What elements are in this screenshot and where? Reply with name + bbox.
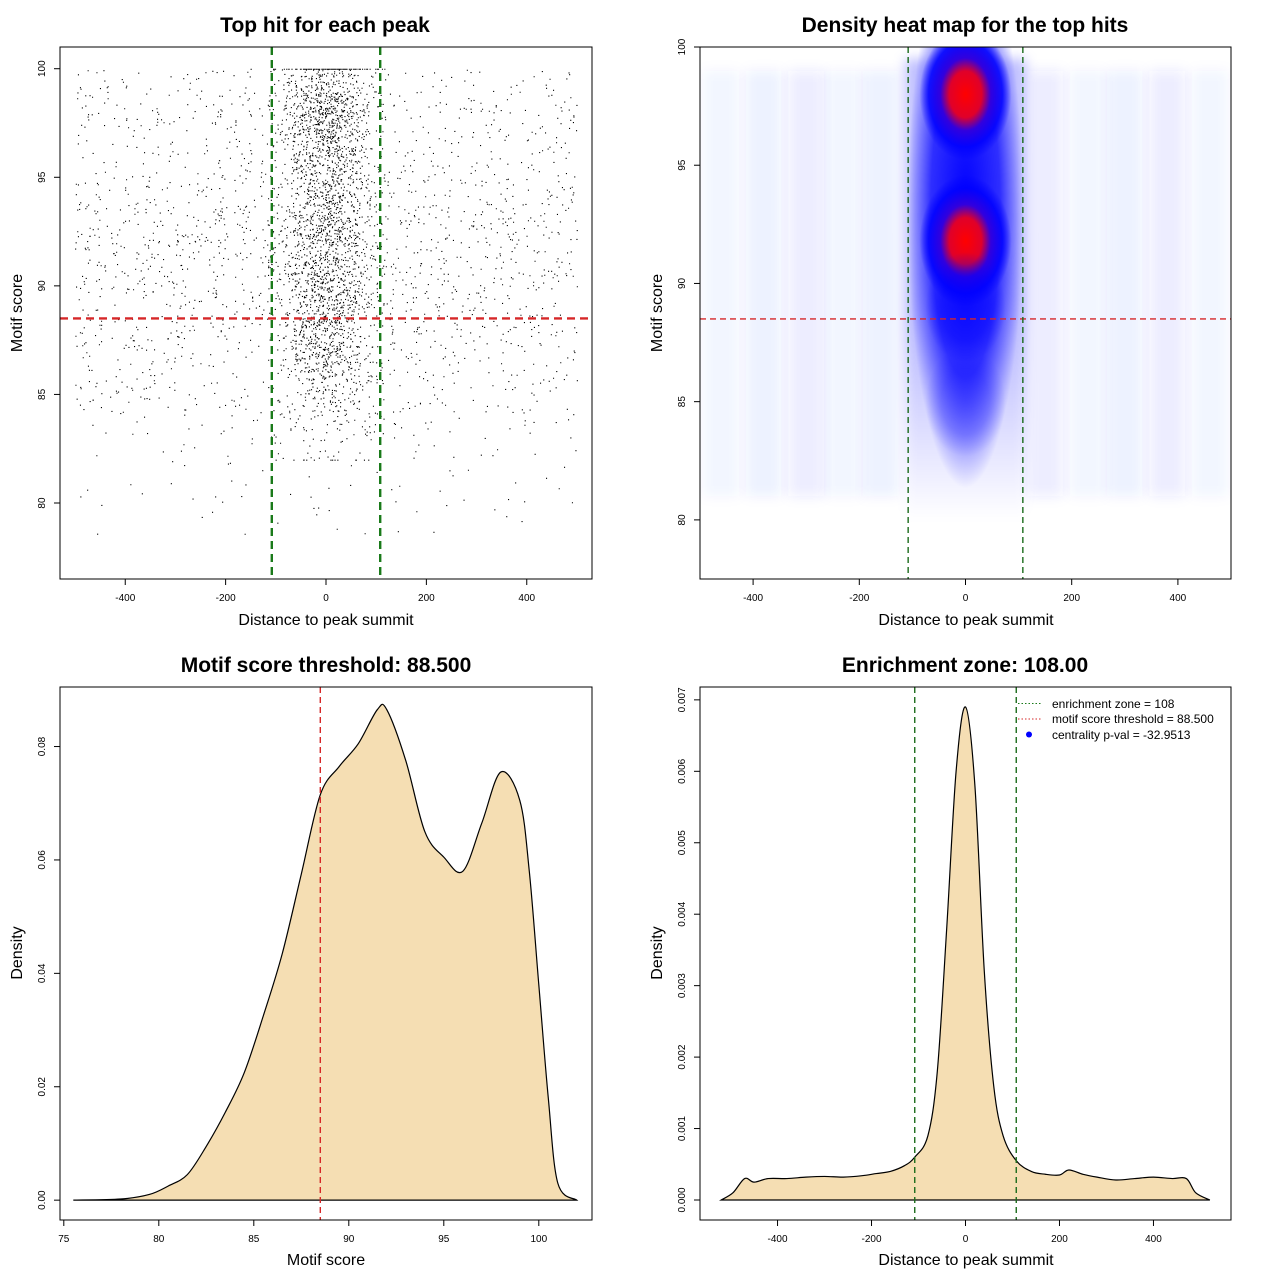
position-density-panel: Enrichment zone: 108.00 -400 -200 0 200 400 … — [649, 654, 1232, 1269]
scatter-points — [75, 68, 578, 535]
x-tick-label: 0 — [963, 1234, 969, 1245]
heatmap-reference-lines — [700, 47, 1231, 579]
y-tick-label: 0.04 — [37, 963, 48, 983]
position-density-x-axis: -400 -200 0 200 400 — [768, 1219, 1162, 1245]
scatter-x-axis: -400 -200 0 200 400 — [115, 578, 536, 604]
scatter-point-cloud — [75, 68, 578, 535]
x-tick-label: 90 — [343, 1234, 355, 1245]
heatmap-hotspot — [919, 47, 1012, 161]
y-tick-label: 95 — [37, 171, 48, 183]
legend-label-enrichment-zone: enrichment zone = 108 — [1052, 697, 1175, 711]
scatter-ylabel: Motif score — [9, 274, 26, 352]
heatmap-haze-streak — [745, 70, 782, 497]
y-tick-label: 100 — [37, 60, 48, 77]
position-density-xlabel: Distance to peak summit — [878, 1252, 1054, 1269]
heatmap-x-axis: -400 -200 0 200 400 — [743, 578, 1187, 604]
x-tick-label: 400 — [1170, 593, 1187, 604]
y-tick-label: 0.00 — [37, 1190, 48, 1210]
y-tick-label: 0.004 — [677, 901, 688, 926]
x-tick-label: -400 — [768, 1234, 788, 1245]
y-tick-label: 80 — [37, 497, 48, 509]
scatter-reference-lines — [60, 47, 592, 579]
y-tick-label: 80 — [677, 514, 688, 526]
heatmap-haze-streak — [1027, 70, 1064, 497]
y-tick-label: 85 — [37, 388, 48, 400]
position-density-reference-lines — [914, 687, 1017, 1220]
y-tick-label: 85 — [677, 396, 688, 408]
y-tick-label: 100 — [677, 38, 688, 55]
x-tick-label: -400 — [743, 593, 763, 604]
y-tick-label: 0.005 — [677, 830, 688, 855]
heatmap-haze-streak — [1069, 70, 1106, 497]
y-tick-label: 0.007 — [677, 687, 688, 712]
x-tick-label: -200 — [862, 1234, 882, 1245]
y-tick-label: 0.000 — [677, 1187, 688, 1212]
heatmap-title: Density heat map for the top hits — [802, 14, 1129, 37]
y-tick-label: 90 — [37, 280, 48, 292]
heatmap-haze-streak — [1149, 70, 1186, 497]
heatmap-hotspot — [925, 346, 1006, 457]
heatmap-hotspot — [925, 252, 1006, 363]
heatmap-haze-streak — [862, 70, 899, 497]
x-tick-label: 100 — [530, 1234, 547, 1245]
score-density-xlabel: Motif score — [287, 1252, 365, 1269]
x-tick-label: 200 — [1051, 1234, 1068, 1245]
heatmap-y-axis: 80 85 90 95 100 — [677, 38, 701, 526]
score-density-panel: Motif score threshold: 88.500 75 80 85 90 95… — [9, 654, 593, 1269]
scatter-y-axis: 80 85 90 95 100 — [37, 60, 61, 509]
y-tick-label: 0.002 — [677, 1044, 688, 1069]
scatter-xlabel: Distance to peak summit — [238, 612, 414, 629]
score-density-title: Motif score threshold: 88.500 — [181, 654, 472, 677]
y-tick-label: 0.08 — [37, 736, 48, 756]
legend-label-centrality: centrality p-val = -32.9513 — [1052, 728, 1191, 742]
x-tick-label: -200 — [216, 593, 236, 604]
heatmap-ylabel: Motif score — [649, 274, 666, 352]
heatmap-panel: Density heat map for the top hits -400 -2… — [649, 14, 1232, 629]
position-density-title: Enrichment zone: 108.00 — [842, 654, 1088, 677]
score-density-x-axis: 75 80 85 90 95 100 — [58, 1219, 548, 1245]
x-tick-label: 80 — [153, 1234, 165, 1245]
heatmap-density-blobs — [905, 47, 1026, 520]
x-tick-label: 400 — [1145, 1234, 1162, 1245]
legend-label-motif-threshold: motif score threshold = 88.500 — [1052, 712, 1214, 726]
x-tick-label: 75 — [58, 1234, 70, 1245]
heatmap-background-haze — [703, 70, 1228, 497]
y-tick-label: 0.06 — [37, 850, 48, 870]
y-tick-label: 0.003 — [677, 973, 688, 998]
x-tick-label: 200 — [1063, 593, 1080, 604]
position-density-ylabel: Density — [649, 926, 666, 979]
score-density-area — [73, 703, 579, 1201]
y-tick-label: 0.001 — [677, 1116, 688, 1141]
legend: enrichment zone = 108 motif score thresh… — [1018, 697, 1214, 742]
heatmap-xlabel: Distance to peak summit — [878, 612, 1054, 629]
x-tick-label: 200 — [418, 593, 435, 604]
heatmap-haze-streak — [1106, 70, 1143, 497]
y-tick-label: 0.006 — [677, 758, 688, 783]
position-density-y-axis: 0.000 0.001 0.002 0.003 0.004 0.005 0.006 0.007 — [677, 687, 701, 1213]
x-tick-label: 95 — [438, 1234, 450, 1245]
heatmap-haze-streak — [1191, 70, 1228, 497]
heatmap-haze-streak — [825, 70, 862, 497]
x-tick-label: 85 — [248, 1234, 260, 1245]
scatter-title: Top hit for each peak — [220, 14, 430, 37]
x-tick-label: 0 — [323, 593, 329, 604]
x-tick-label: -200 — [849, 593, 869, 604]
x-tick-label: 400 — [518, 593, 535, 604]
y-tick-label: 95 — [677, 159, 688, 171]
position-density-area — [719, 706, 1211, 1201]
heatmap-haze-streak — [788, 70, 825, 497]
heatmap-haze-streak — [703, 70, 740, 497]
y-tick-label: 90 — [677, 277, 688, 289]
legend-swatch-centrality — [1026, 731, 1032, 738]
y-tick-label: 0.02 — [37, 1077, 48, 1097]
scatter-plot-frame — [59, 46, 593, 580]
score-density-y-axis: 0.00 0.02 0.04 0.06 0.08 — [37, 736, 61, 1210]
x-tick-label: -400 — [115, 593, 135, 604]
score-density-ylabel: Density — [9, 926, 26, 979]
x-tick-label: 0 — [963, 593, 969, 604]
scatter-panel: Top hit for each peak -400 -200 0 200 400 80… — [9, 14, 593, 629]
